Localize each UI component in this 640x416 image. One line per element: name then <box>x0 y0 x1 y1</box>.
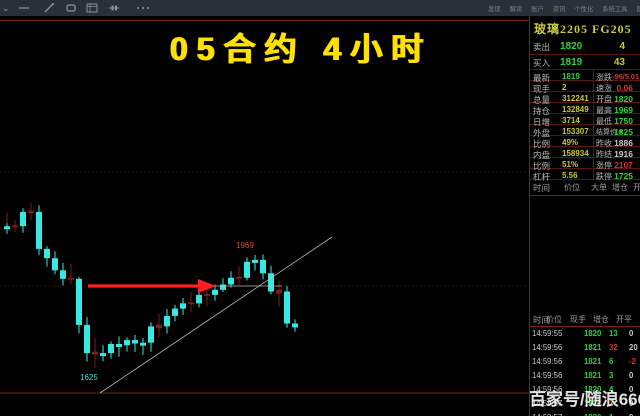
svg-text:1969: 1969 <box>236 241 254 250</box>
svg-text:1625: 1625 <box>80 373 98 382</box>
svg-text:⌄: ⌄ <box>2 3 10 13</box>
